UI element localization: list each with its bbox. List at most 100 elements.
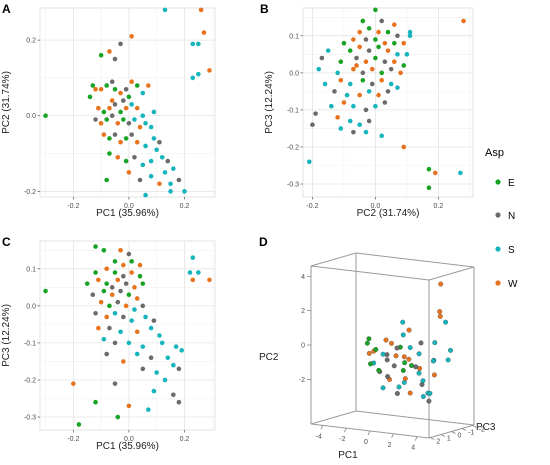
panel-c-point-s (134, 351, 140, 357)
panel-c-point-w (96, 277, 101, 283)
legend-swatch-e (495, 179, 501, 185)
panel-a-point-s (151, 136, 157, 141)
panel-c-plot-area (39, 240, 216, 431)
legend-label-s: S (508, 245, 515, 256)
panel-a-point-w (201, 30, 207, 35)
panel-b-point-w (376, 92, 381, 98)
panel-a-point-w (96, 105, 101, 111)
panel-c-point-n (171, 392, 176, 398)
panel-b-y-tick-label: 0.1 (289, 33, 299, 40)
legend-swatch-w (495, 280, 501, 286)
panel-c-point-s (171, 362, 176, 368)
legend-swatch-s (495, 246, 501, 252)
panel-b-point-s (325, 48, 331, 53)
panel-b-x-tick-label: -0.2 (306, 203, 318, 210)
panel-a-x-tick-label: 0.0 (124, 203, 134, 210)
panel-b-point-e (341, 40, 347, 46)
panel-b-point-w (376, 29, 381, 35)
panel-d-x-tick (367, 430, 371, 436)
panel-a-point-w (115, 120, 121, 126)
panel-d-point-w (389, 340, 394, 346)
panel-b-point-s (306, 159, 312, 165)
panel-b-plot-area (302, 7, 474, 198)
panel-a-point-n (93, 117, 98, 122)
panel-c-point-w (123, 303, 129, 309)
panel-b-point-s (366, 89, 372, 94)
panel-b-y-tick-label: 0.0 (289, 70, 299, 77)
panel-d-point-s (432, 340, 438, 346)
panel-b-point-s (373, 103, 378, 109)
panel-a-y-tick-label: -0.2 (24, 189, 36, 196)
panel-c-x-tick-label: 0.2 (180, 436, 190, 443)
panel-d-point-w (402, 376, 408, 382)
panel-b-point-s (338, 126, 344, 131)
panel-c-point-s (151, 388, 157, 394)
panel-a-point-w (115, 155, 121, 160)
panel-a-point-s (190, 75, 196, 81)
panel-c-point-w (190, 277, 196, 283)
panel-c-point-e (93, 270, 98, 275)
panel-d-cube-edge (355, 410, 475, 426)
panel-a-point-e (104, 117, 109, 122)
panel-d-x-tick (391, 433, 394, 438)
panel-b-point-e (373, 37, 378, 42)
panel-d-point-s (380, 385, 386, 391)
panel-c-point-n (109, 285, 115, 290)
panel-d-y-tick-label: 4 (301, 274, 305, 281)
panel-b-point-w (398, 70, 403, 76)
panel-d-cube-edge (310, 410, 357, 425)
panel-b-point-w (357, 92, 362, 98)
panel-c-point-e (115, 414, 121, 420)
panel-c-point-e (112, 259, 118, 264)
panel-a-point-s (162, 170, 168, 175)
panel-a-point-s (171, 166, 176, 171)
panel-d-point-w (393, 353, 399, 359)
panel-d-point-s (400, 319, 406, 325)
panel-c-point-s (143, 314, 148, 320)
panel-a-point-s (148, 124, 154, 130)
panel-c-point-s (101, 336, 107, 342)
panel-c-point-n (121, 314, 126, 320)
panel-b: B -0.2 0.0 0.2 -0.3 -0.2 -0.1 0.0 0.1 PC2 (31.74… (260, 2, 474, 219)
panel-d-point-w (437, 313, 443, 319)
panel-a-letter: A (2, 2, 11, 16)
panel-c-point-w (121, 262, 126, 268)
panel-b-point-e (391, 40, 397, 46)
panel-a-point-s (196, 41, 201, 47)
panel-d-point-s (430, 358, 436, 364)
panel-c-point-s (118, 329, 123, 335)
panel-d-point-s (416, 351, 422, 357)
panel-d-point-s (448, 347, 453, 353)
panel-a-x-tick-label: -0.2 (67, 203, 79, 210)
panel-d-y-tick-label: -2 (299, 377, 305, 384)
panel-d-point-w (383, 337, 389, 343)
panel-b-point-n (332, 89, 337, 94)
panel-d-point-s (380, 351, 386, 357)
panel-d-point-e (409, 363, 415, 368)
panel-c-point-e (76, 422, 82, 427)
panel-d-point-w (406, 327, 412, 333)
panel-d-x-tick (414, 436, 418, 441)
panel-b-point-n (385, 89, 391, 94)
panel-d-point-n (394, 391, 400, 396)
panel-a-point-w (137, 124, 143, 130)
panel-c-point-n (148, 355, 154, 361)
panel-c-x-axis-label: PC1 (35.96%) (96, 441, 159, 452)
panel-c-point-e (140, 281, 146, 286)
panel-b-point-n (382, 100, 388, 105)
panel-a-point-w (107, 49, 112, 54)
panel-d-y-tick-label: 0 (301, 343, 305, 350)
panel-a-point-e (118, 109, 123, 115)
panel-b-point-e (360, 77, 366, 83)
panel-a-point-w (134, 105, 140, 111)
panel-a-point-w (198, 7, 204, 13)
panel-d-point-e (373, 347, 379, 352)
panel-c-point-s (129, 318, 134, 323)
panel-a-point-s (154, 147, 159, 153)
panel-a-point-e (123, 158, 129, 164)
panel-c-y-tick-label: -0.2 (24, 377, 36, 384)
panel-a-point-n (126, 120, 132, 126)
panel-c-x-tick-label: 0.0 (124, 436, 134, 443)
panel-b-point-s (335, 70, 340, 76)
